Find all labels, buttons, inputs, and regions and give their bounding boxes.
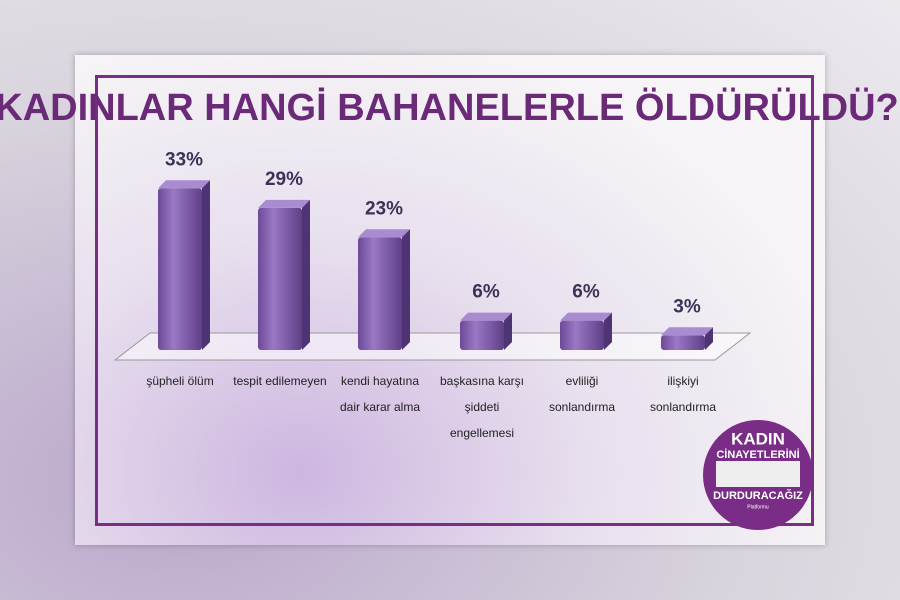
bar (460, 320, 504, 350)
logo-text: Platformu (747, 504, 769, 510)
logo-text: DURDURACAĞIZ (713, 489, 803, 502)
bar (258, 207, 302, 350)
bar-side (202, 180, 210, 350)
x-tick-label: evliliği sonlandırma (548, 374, 616, 414)
bar-side (402, 229, 410, 350)
x-tick-label: şüpheli ölüm (146, 374, 214, 388)
logo-photos (716, 461, 800, 487)
chart-title: KADINLAR HANGİ BAHANELERLE ÖLDÜRÜLDÜ? (0, 86, 899, 129)
value-label: 3% (673, 296, 701, 317)
x-tick-label: ilişkiyi sonlandırma (649, 374, 717, 414)
bar (358, 237, 402, 350)
bar-side (504, 312, 512, 350)
floor (113, 332, 752, 361)
frame (95, 75, 814, 526)
bar-cap (460, 312, 512, 321)
bar-side (705, 327, 713, 350)
logo-text: KADIN (731, 429, 785, 448)
bar-cap (661, 327, 713, 336)
logo: KADIN CİNAYETLERİNİ DURDURACAĞIZ Platfor… (703, 420, 813, 530)
value-label: 33% (165, 149, 203, 170)
x-tick-label: tespit edilemeyen (233, 374, 327, 388)
bar-cap (560, 312, 612, 321)
value-label: 6% (572, 282, 600, 303)
bar (661, 335, 705, 350)
bar-cap (158, 180, 210, 189)
value-label: 29% (265, 169, 303, 190)
bar-side (604, 312, 612, 350)
value-label: 23% (365, 198, 403, 219)
x-tick-label: kendi hayatına dair karar alma (339, 374, 421, 414)
bar-side (302, 199, 310, 350)
value-label: 6% (472, 282, 500, 303)
bar-cap (358, 229, 410, 238)
logo-text: CİNAYETLERİNİ (716, 448, 799, 461)
x-tick-label: başkasına karşı şiddeti engellemesi (439, 374, 525, 440)
bar (560, 320, 604, 350)
bar-cap (258, 199, 310, 208)
bar (158, 188, 202, 350)
bars: 33% 29% 23% 6% 6% 3% (158, 149, 713, 350)
